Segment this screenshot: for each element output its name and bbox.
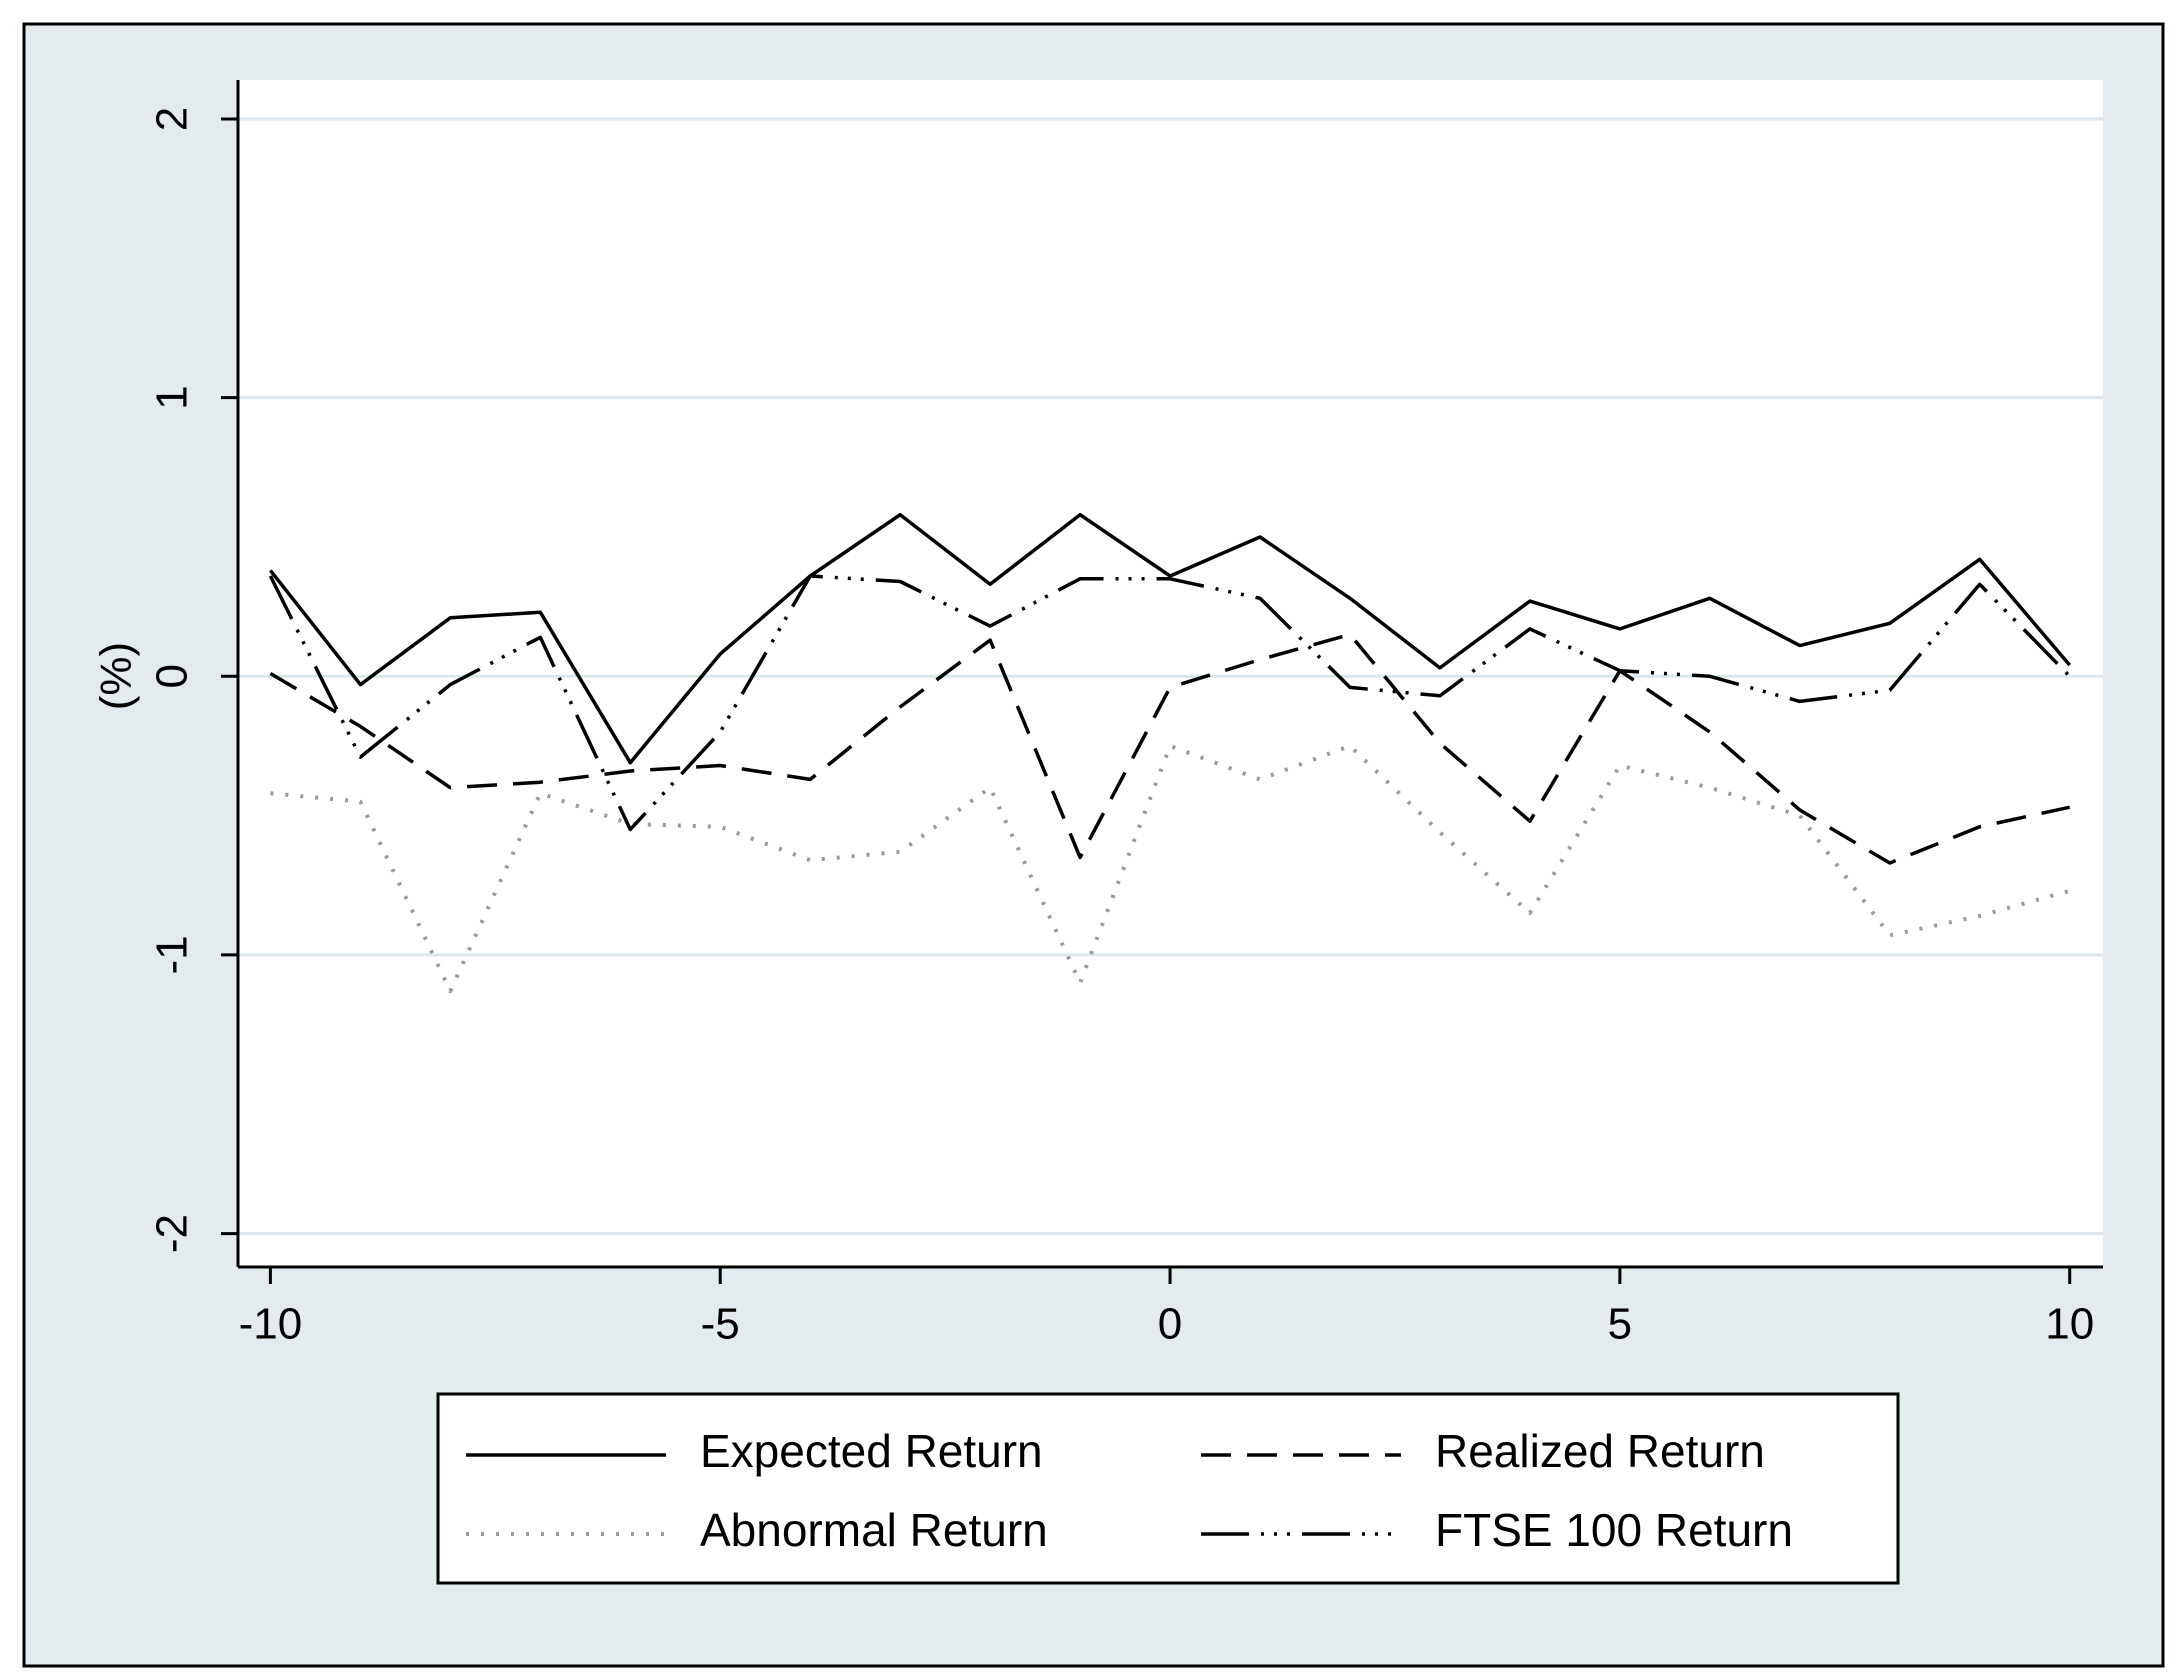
legend-label: FTSE 100 Return [1435, 1504, 1793, 1556]
lines [268, 512, 2072, 994]
y-tick-label: 1 [148, 385, 197, 409]
y-tick-label: -2 [148, 1214, 197, 1253]
grid [238, 117, 2103, 1236]
series-line [268, 574, 2071, 832]
series-line [269, 512, 2072, 765]
x-tick-label: -5 [701, 1300, 740, 1349]
legend-label: Expected Return [700, 1425, 1043, 1477]
series-line [269, 632, 2071, 865]
y-axis-label: (%) [92, 642, 141, 710]
legend [436, 1392, 1900, 1585]
plot-area [238, 80, 2103, 1267]
y-tick-label: -1 [148, 935, 197, 974]
x-tick-label: 5 [1608, 1300, 1632, 1349]
x-tick-label: 10 [2045, 1300, 2094, 1349]
y-tick-label: 2 [148, 107, 197, 131]
legend-label: Abnormal Return [700, 1504, 1048, 1556]
legend-entries: Expected Return Realized Return Abnormal R… [466, 1425, 1793, 1556]
x-tick-label: 0 [1158, 1300, 1182, 1349]
legend-label: Realized Return [1435, 1425, 1765, 1477]
x-tick-label: -10 [239, 1300, 303, 1349]
y-tick-label: 0 [148, 664, 197, 688]
